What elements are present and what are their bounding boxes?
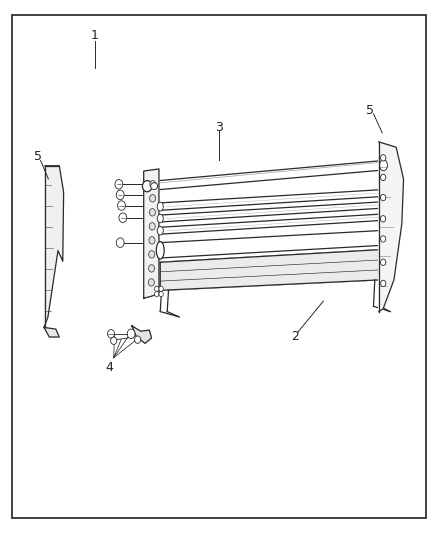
Circle shape (381, 280, 386, 287)
Text: 5: 5 (34, 150, 42, 163)
Circle shape (381, 259, 386, 265)
Circle shape (148, 265, 155, 272)
Circle shape (381, 236, 386, 242)
Circle shape (149, 223, 155, 230)
Circle shape (381, 155, 386, 161)
Circle shape (134, 336, 141, 343)
Text: 3: 3 (215, 120, 223, 134)
Circle shape (127, 329, 135, 338)
Circle shape (155, 286, 159, 292)
Polygon shape (44, 327, 59, 337)
Polygon shape (379, 142, 403, 312)
Circle shape (115, 180, 123, 189)
Ellipse shape (157, 227, 163, 235)
Ellipse shape (380, 160, 388, 171)
Circle shape (149, 208, 155, 216)
Ellipse shape (157, 214, 163, 223)
Circle shape (148, 279, 154, 286)
Polygon shape (44, 166, 64, 327)
Circle shape (111, 337, 117, 344)
Circle shape (116, 190, 124, 200)
Ellipse shape (157, 202, 163, 211)
Text: 5: 5 (367, 103, 374, 117)
Circle shape (119, 213, 127, 222)
Circle shape (149, 251, 155, 258)
Circle shape (155, 292, 159, 297)
Text: 1: 1 (91, 29, 99, 42)
Circle shape (116, 238, 124, 247)
Circle shape (159, 292, 163, 297)
Circle shape (159, 286, 163, 292)
Circle shape (149, 237, 155, 244)
Circle shape (108, 329, 115, 338)
Ellipse shape (142, 181, 152, 192)
Text: 2: 2 (291, 330, 299, 343)
Polygon shape (132, 326, 152, 343)
Circle shape (117, 201, 125, 211)
Ellipse shape (151, 183, 158, 190)
Circle shape (381, 216, 386, 222)
Text: 4: 4 (106, 361, 113, 374)
Polygon shape (160, 249, 382, 290)
Circle shape (381, 195, 386, 201)
Polygon shape (144, 169, 159, 298)
Circle shape (381, 174, 386, 181)
Ellipse shape (156, 241, 164, 259)
Circle shape (150, 181, 156, 188)
Circle shape (150, 195, 155, 202)
